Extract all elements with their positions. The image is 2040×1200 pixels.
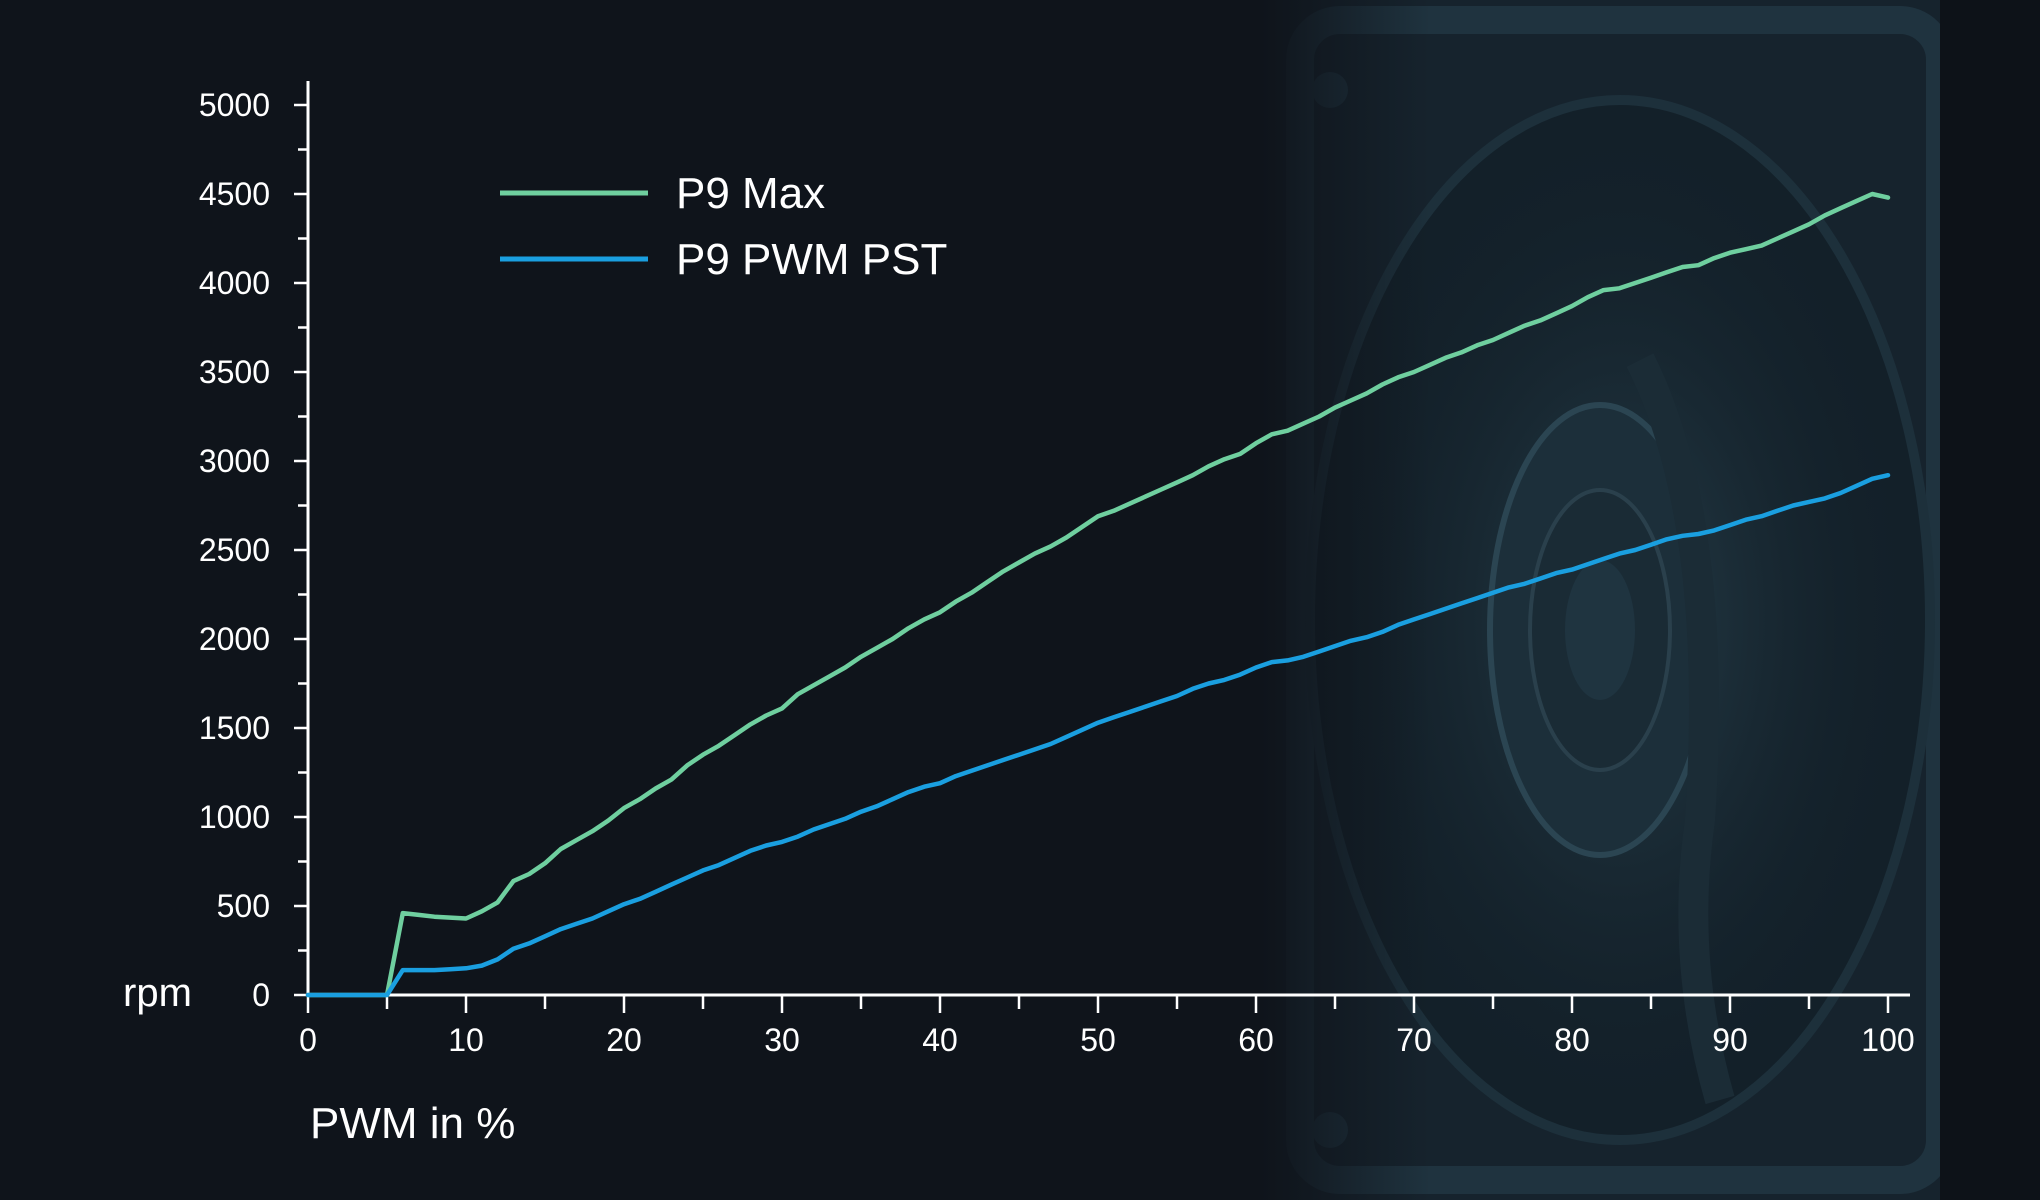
y-tick-label: 2000 <box>199 621 270 657</box>
legend-label-1: P9 Max <box>676 169 825 218</box>
x-tick-label: 70 <box>1396 1022 1432 1058</box>
x-axis-label: PWM in % <box>310 1099 515 1148</box>
x-tick-label: 90 <box>1712 1022 1748 1058</box>
x-tick-label: 80 <box>1554 1022 1590 1058</box>
legend-label-2: P9 PWM PST <box>676 235 947 284</box>
x-tick-label: 30 <box>764 1022 800 1058</box>
chart-ticks: 0 10 20 30 40 50 60 70 80 90 100050010001500200025… <box>199 87 1915 1058</box>
x-tick-label: 10 <box>448 1022 484 1058</box>
y-tick-label: 5000 <box>199 87 270 123</box>
y-tick-label: 4500 <box>199 176 270 212</box>
x-tick-label: 100 <box>1861 1022 1914 1058</box>
y-tick-label: 500 <box>217 888 270 924</box>
y-tick-label: 1000 <box>199 799 270 835</box>
x-tick-label: 40 <box>922 1022 958 1058</box>
y-tick-label: 1500 <box>199 710 270 746</box>
x-tick-label: 20 <box>606 1022 642 1058</box>
y-tick-label: 2500 <box>199 532 270 568</box>
chart-legend: P9 Max P9 PWM PST <box>500 169 947 284</box>
y-tick-label: 3500 <box>199 354 270 390</box>
x-tick-label: 0 <box>299 1022 317 1058</box>
chart-series <box>305 191 1891 998</box>
y-tick-label: 3000 <box>199 443 270 479</box>
x-tick-label: 50 <box>1080 1022 1116 1058</box>
series-line-2 <box>305 472 1891 998</box>
y-tick-label: 0 <box>252 977 270 1013</box>
y-axis-label: rpm <box>123 971 192 1015</box>
chart-axes <box>306 81 1910 997</box>
y-tick-label: 4000 <box>199 265 270 301</box>
fan-background-image <box>1260 0 2040 1200</box>
series-line-1 <box>305 191 1891 998</box>
x-tick-label: 60 <box>1238 1022 1274 1058</box>
